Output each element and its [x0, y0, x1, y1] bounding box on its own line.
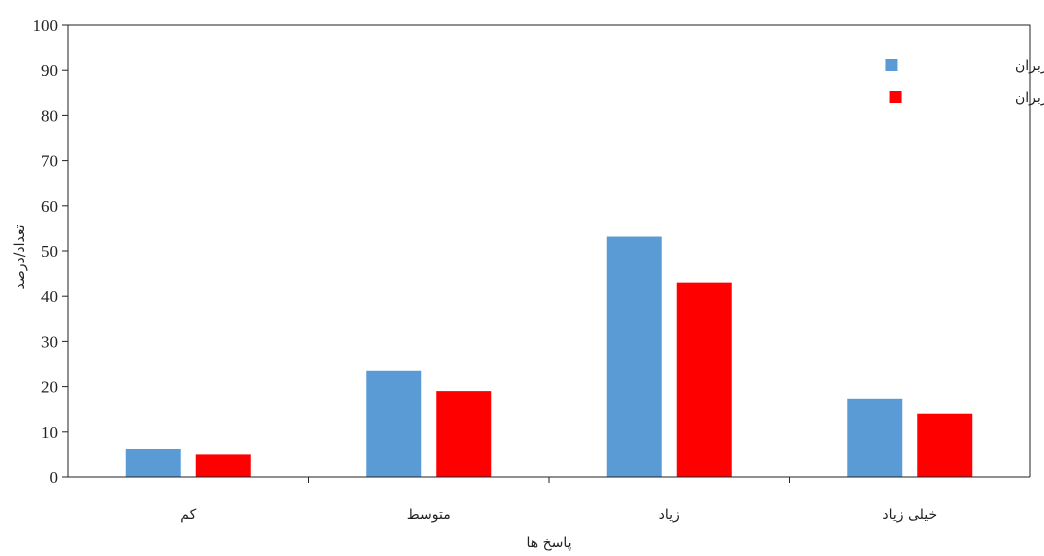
y-tick-label: 0	[50, 468, 59, 487]
y-tick-label: 20	[41, 378, 58, 397]
bar	[125, 448, 181, 477]
x-tick-label: کم	[180, 507, 196, 523]
y-tick-label: 10	[41, 423, 58, 442]
chart-legend: درصد پاسخ کاربران تعداد پاسخ کاربران	[885, 58, 1044, 106]
bar	[606, 236, 662, 477]
bar	[847, 398, 903, 477]
bar	[436, 391, 492, 477]
bar	[366, 370, 422, 477]
y-tick-label: 80	[41, 106, 58, 125]
x-tick-label: متوسط	[407, 507, 451, 523]
legend-label: درصد پاسخ کاربران	[1015, 58, 1044, 74]
y-tick-label: 70	[41, 152, 58, 171]
y-tick-label: 60	[41, 197, 58, 216]
y-tick-label: 30	[41, 332, 58, 351]
bar	[676, 282, 732, 477]
x-axis-title: پاسخ ها	[526, 535, 571, 551]
x-tick-label: زیاد	[659, 507, 680, 523]
legend-swatch	[889, 91, 902, 103]
y-tick-label: 40	[41, 287, 58, 306]
bar	[917, 413, 973, 477]
bar	[195, 454, 251, 477]
y-axis-title: تعداد/درصد	[12, 224, 28, 289]
y-tick-label: 50	[41, 242, 58, 261]
legend-swatch	[885, 59, 898, 71]
x-tick-label: خیلی زیاد	[882, 507, 937, 523]
y-tick-label: 90	[41, 61, 58, 80]
y-tick-label: 100	[33, 16, 59, 35]
plot-area: 0 10 20 30 40 50 60 70 80 90 100 کم متوسط زیاد خیلی زی…	[33, 16, 1031, 523]
legend-label: تعداد پاسخ کاربران	[1015, 90, 1044, 106]
